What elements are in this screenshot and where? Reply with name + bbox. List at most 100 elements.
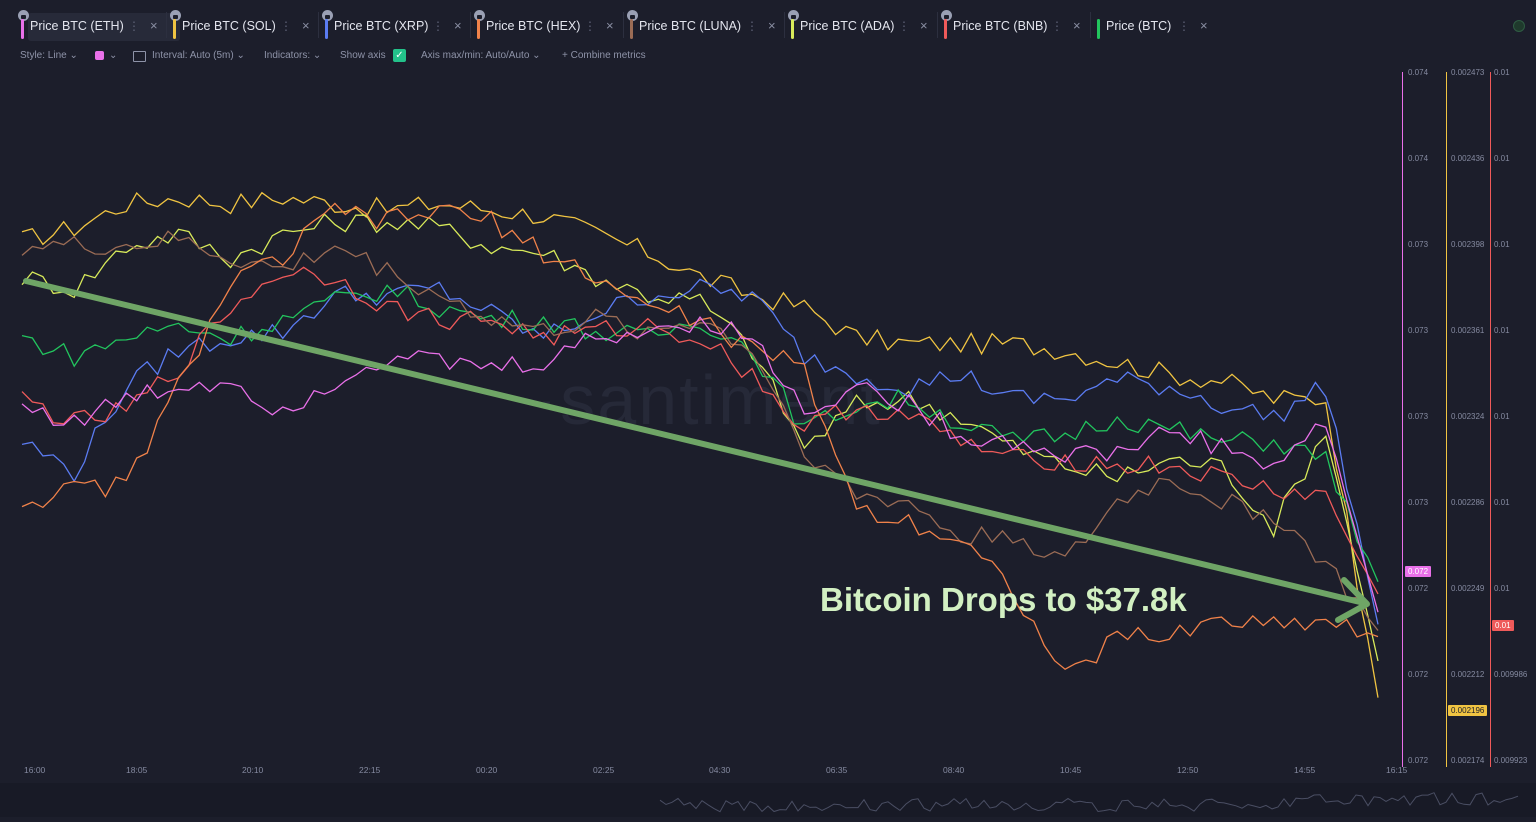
color-swatch[interactable] — [95, 51, 104, 60]
y-tick-label: 0.002473 — [1451, 68, 1485, 77]
series-line-price-btc-bnb — [21, 266, 1379, 595]
close-icon[interactable]: × — [1073, 18, 1081, 33]
style-selector[interactable]: Style: Line ⌄ — [20, 50, 78, 61]
close-icon[interactable]: × — [454, 18, 462, 33]
show-axis-checkbox[interactable]: ✓ — [393, 49, 406, 62]
y-tick-label: 0.074 — [1408, 154, 1429, 163]
y-tick-label: 0.073 — [1408, 498, 1429, 507]
tab-menu-icon[interactable]: ⋮ — [584, 19, 596, 33]
interval-icon — [133, 51, 146, 62]
close-icon[interactable]: × — [606, 18, 614, 33]
close-icon[interactable]: × — [1200, 18, 1208, 33]
x-tick-label: 16:15 — [1386, 765, 1408, 775]
lock-icon — [941, 10, 952, 21]
close-icon[interactable]: × — [768, 18, 776, 33]
chevron-down-icon: ⌄ — [236, 50, 245, 61]
tab-divider — [318, 12, 319, 38]
tab-menu-icon[interactable]: ⋮ — [128, 19, 140, 33]
x-tick-label: 20:10 — [242, 765, 264, 775]
series-line-price-btc-eth — [21, 315, 1379, 613]
lock-icon — [18, 10, 29, 21]
tab-active-bg — [28, 13, 180, 41]
indicators-selector[interactable]: Indicators: ⌄ — [264, 50, 321, 61]
tab-divider — [623, 12, 624, 38]
x-tick-label: 22:15 — [359, 765, 381, 775]
tab-label: Price BTC (XRP) — [334, 19, 429, 33]
axis-maxmin-selector[interactable]: Axis max/min: Auto/Auto ⌄ — [421, 50, 541, 61]
tab-divider — [784, 12, 785, 38]
x-tick-label: 14:55 — [1294, 765, 1316, 775]
chevron-down-icon: ⌄ — [69, 50, 78, 61]
chart-annotation: Bitcoin Drops to $37.8k — [820, 581, 1187, 618]
y-tick-label: 0.072 — [1408, 756, 1429, 765]
lock-icon — [788, 10, 799, 21]
interval-label: Interval: Auto (5m) — [152, 50, 234, 61]
y-tick-label: 0.002398 — [1451, 240, 1485, 249]
metric-tab-bar: Price BTC (ETH) ⋮ × Price BTC (SOL) ⋮ × Price … — [0, 0, 1536, 44]
series-color-marker — [477, 19, 480, 39]
tab-label: Price BTC (HEX) — [486, 19, 581, 33]
x-tick-label: 02:25 — [593, 765, 615, 775]
tab-menu-icon[interactable]: ⋮ — [1051, 19, 1063, 33]
tab-menu-icon[interactable]: ⋮ — [746, 19, 758, 33]
lock-icon — [627, 10, 638, 21]
series-color-marker — [1097, 19, 1100, 39]
y-tick-label: 0.002324 — [1451, 412, 1485, 421]
close-icon[interactable]: × — [302, 18, 310, 33]
show-axis-label: Show axis — [340, 50, 386, 61]
x-tick-label: 18:05 — [126, 765, 148, 775]
series-color-marker — [791, 19, 794, 39]
y-axis-line — [1446, 72, 1447, 767]
series-color-marker — [944, 19, 947, 39]
combine-metrics-button[interactable]: + Combine metrics — [562, 50, 646, 61]
y-tick-label: 0.01 — [1494, 240, 1510, 249]
series-line-price-btc-ada — [21, 213, 1379, 662]
santiment-watermark: ·santiment· — [535, 361, 908, 439]
chevron-down-icon: ⌄ — [312, 50, 322, 61]
series-line-price-btc-sol — [21, 191, 1379, 698]
y-tick-label: 0.01 — [1494, 68, 1510, 77]
y-axis-line — [1490, 72, 1491, 767]
chevron-down-icon: ⌄ — [532, 50, 541, 61]
tab-label: Price BTC (ADA) — [800, 19, 895, 33]
x-tick-label: 10:45 — [1060, 765, 1082, 775]
series-color-marker — [21, 19, 24, 39]
y-tick-label: 0.002249 — [1451, 584, 1485, 593]
close-icon[interactable]: × — [920, 18, 928, 33]
y-tick-label: 0.073 — [1408, 240, 1429, 249]
tab-divider — [166, 12, 167, 38]
chevron-down-icon[interactable]: ⌄ — [109, 50, 118, 61]
lock-icon — [170, 10, 181, 21]
current-value-badge: 0.01 — [1492, 620, 1514, 631]
y-tick-label: 0.009923 — [1494, 756, 1528, 765]
trend-arrow — [23, 278, 1370, 623]
y-tick-label: 0.002361 — [1451, 326, 1485, 335]
style-label: Style: Line — [20, 50, 67, 61]
chart-toolbar: Style: Line ⌄ ⌄ Interval: Auto (5m) ⌄ In… — [0, 46, 1000, 66]
y-tick-label: 0.01 — [1494, 154, 1510, 163]
series-color-marker — [325, 19, 328, 39]
chart-minimap[interactable] — [0, 783, 1536, 817]
connection-status-icon — [1513, 20, 1525, 32]
y-tick-label: 0.073 — [1408, 412, 1429, 421]
tab-label: Price BTC (SOL) — [182, 19, 276, 33]
y-tick-label: 0.002286 — [1451, 498, 1485, 507]
interval-selector[interactable]: Interval: Auto (5m) ⌄ — [152, 50, 245, 61]
y-tick-label: 0.002436 — [1451, 154, 1485, 163]
tab-menu-icon[interactable]: ⋮ — [432, 19, 444, 33]
y-tick-label: 0.073 — [1408, 326, 1429, 335]
tab-menu-icon[interactable]: ⋮ — [280, 19, 292, 33]
tab-divider — [937, 12, 938, 38]
tab-label: Price BTC (ETH) — [30, 19, 124, 33]
y-tick-label: 0.009986 — [1494, 670, 1528, 679]
current-value-badge: 0.072 — [1405, 566, 1432, 577]
tab-menu-icon[interactable]: ⋮ — [898, 19, 910, 33]
y-tick-label: 0.002174 — [1451, 756, 1485, 765]
x-tick-label: 08:40 — [943, 765, 965, 775]
y-tick-label: 0.074 — [1408, 68, 1429, 77]
close-icon[interactable]: × — [150, 18, 158, 33]
tab-menu-icon[interactable]: ⋮ — [1178, 19, 1190, 33]
tab-label: Price BTC (LUNA) — [639, 19, 742, 33]
y-tick-label: 0.01 — [1494, 584, 1510, 593]
